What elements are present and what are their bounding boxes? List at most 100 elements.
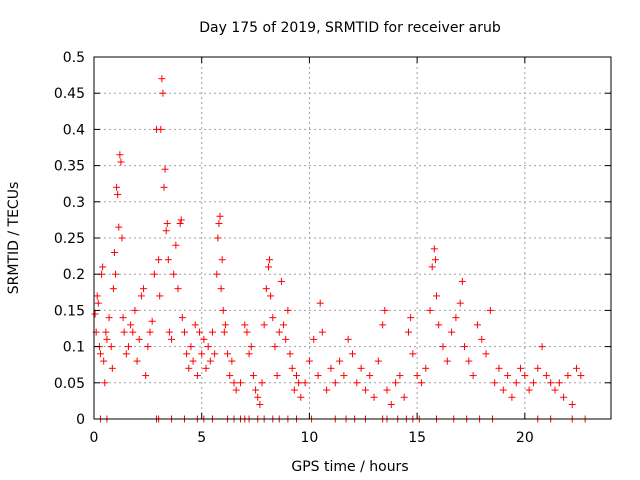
data-point: [407, 314, 415, 322]
data-point: [262, 285, 270, 293]
grid-lines: [94, 57, 611, 419]
data-point: [198, 350, 206, 358]
data-point: [103, 335, 111, 343]
data-point: [361, 386, 369, 394]
data-point: [189, 357, 197, 365]
y-tick-label: 0.3: [63, 195, 85, 211]
data-point: [456, 299, 464, 307]
data-point: [305, 357, 313, 365]
data-point: [161, 165, 169, 173]
data-point: [534, 364, 542, 372]
y-tick-label: 0.4: [63, 122, 85, 138]
data-point: [392, 379, 400, 387]
data-point: [155, 256, 163, 264]
data-point: [560, 393, 568, 401]
x-tick-label: 20: [516, 430, 534, 446]
data-point: [458, 277, 466, 285]
data-point: [241, 321, 249, 329]
data-point: [547, 379, 555, 387]
data-point: [93, 292, 101, 300]
data-point: [508, 393, 516, 401]
data-point: [216, 212, 224, 220]
y-tick-label: 0.5: [63, 50, 85, 66]
data-point: [176, 220, 184, 228]
data-point: [193, 372, 201, 380]
data-point: [275, 328, 283, 336]
y-tick-label: 0.1: [63, 340, 85, 356]
data-point: [331, 379, 339, 387]
data-point: [297, 393, 305, 401]
data-point: [269, 314, 277, 322]
data-point: [213, 270, 221, 278]
data-point: [107, 343, 115, 351]
data-point: [280, 321, 288, 329]
data-point: [105, 314, 113, 322]
data-point: [115, 223, 123, 231]
data-point: [568, 401, 576, 409]
data-point: [252, 386, 260, 394]
data-point: [224, 350, 232, 358]
data-point: [99, 263, 107, 271]
data-point: [191, 321, 199, 329]
data-point: [159, 89, 167, 97]
data-point: [314, 372, 322, 380]
data-point: [396, 372, 404, 380]
data-point: [163, 220, 171, 228]
data-point: [260, 321, 268, 329]
plot-frame: [93, 56, 612, 420]
data-point: [148, 317, 156, 325]
data-point: [340, 372, 348, 380]
data-point: [204, 343, 212, 351]
data-point: [118, 234, 126, 242]
data-point: [232, 386, 240, 394]
data-point: [135, 335, 143, 343]
data-point: [288, 364, 296, 372]
y-axis-label: SRMTID / TECUs: [6, 182, 22, 295]
data-point: [282, 335, 290, 343]
data-point: [301, 379, 309, 387]
data-point: [158, 75, 166, 83]
data-point: [109, 285, 117, 293]
data-point: [177, 216, 185, 224]
data-point: [271, 343, 279, 351]
data-point: [405, 328, 413, 336]
data-point: [428, 263, 436, 271]
data-point: [512, 379, 520, 387]
data-point: [357, 364, 365, 372]
data-point: [256, 401, 264, 409]
data-point: [144, 343, 152, 351]
data-point: [174, 285, 182, 293]
data-point: [336, 357, 344, 365]
data-point: [119, 314, 127, 322]
data-point: [214, 234, 222, 242]
y-tick-label: 0.2: [63, 267, 85, 283]
data-point: [221, 321, 229, 329]
data-point: [133, 357, 141, 365]
data-point: [327, 364, 335, 372]
data-point: [499, 386, 507, 394]
data-point: [131, 306, 139, 314]
data-point: [266, 256, 274, 264]
data-point: [430, 245, 438, 253]
data-point: [381, 306, 389, 314]
y-tick-label: 0.15: [54, 303, 85, 319]
data-point: [292, 372, 300, 380]
data-point: [129, 328, 137, 336]
data-point: [96, 350, 104, 358]
data-point: [379, 321, 387, 329]
data-point: [577, 372, 585, 380]
data-point: [146, 328, 154, 336]
data-point: [473, 321, 481, 329]
data-point: [573, 364, 581, 372]
data-point: [243, 328, 251, 336]
data-point: [564, 372, 572, 380]
tick-labels: 0 5 10 15 20 0 0.05 0.1 0.15 0.2 0.25 0.3 0.35 0.4 0.4…: [54, 50, 534, 446]
data-point: [196, 328, 204, 336]
data-point: [219, 306, 227, 314]
data-point: [284, 306, 292, 314]
data-point: [200, 335, 208, 343]
data-point: [156, 292, 164, 300]
data-point: [551, 386, 559, 394]
data-point: [538, 343, 546, 351]
y-tick-label: 0.35: [54, 159, 85, 175]
